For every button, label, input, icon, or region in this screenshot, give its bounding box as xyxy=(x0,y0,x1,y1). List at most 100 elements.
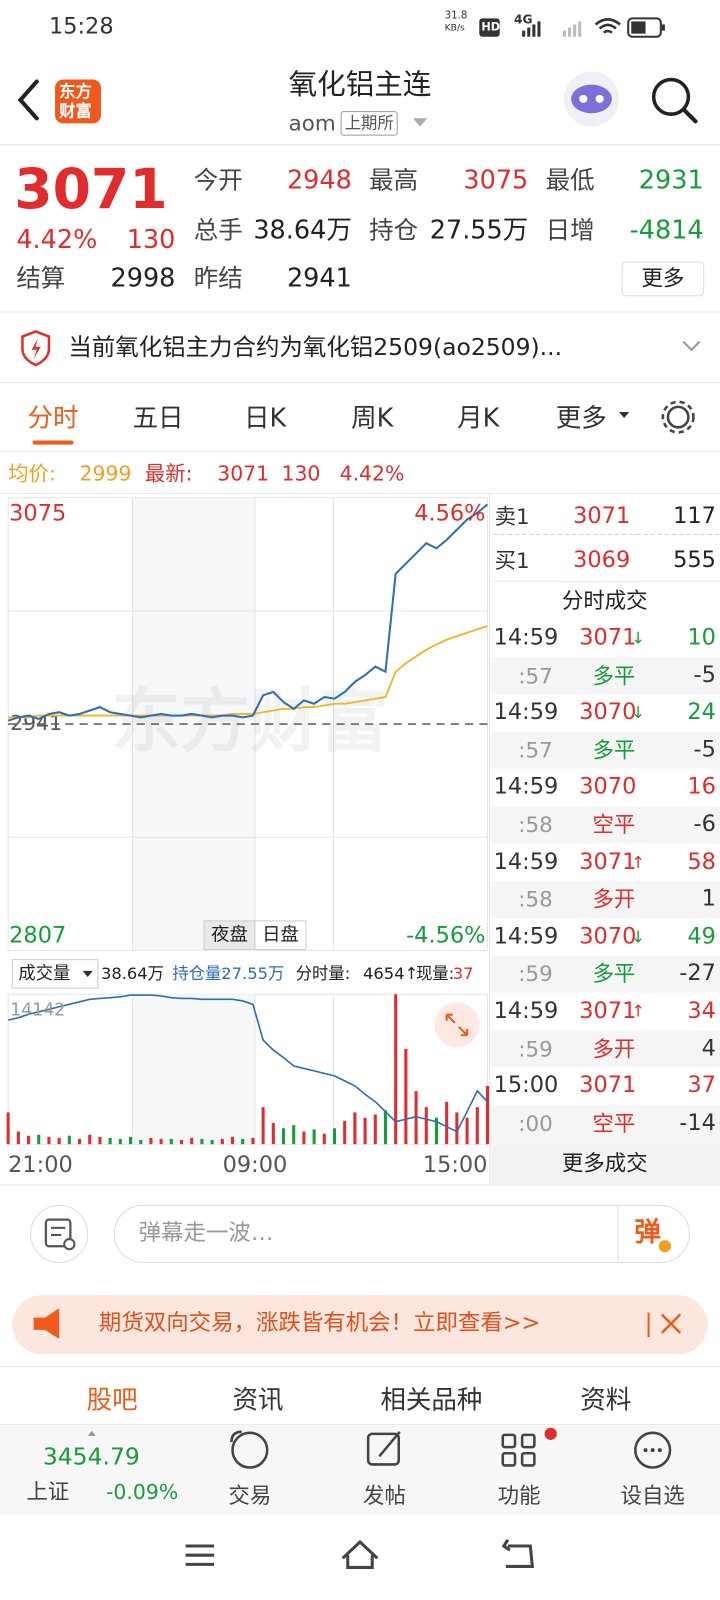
comment-input[interactable] xyxy=(113,1204,690,1264)
trade-time: 14:59 xyxy=(493,774,559,800)
nav-item[interactable]: 功能 xyxy=(497,1483,541,1509)
trade-type: 多平 xyxy=(592,738,636,763)
volume-bar xyxy=(475,1107,479,1145)
contract-code: aom xyxy=(288,111,336,136)
comment-placeholder[interactable]: 弹幕走一波… xyxy=(138,1220,274,1247)
trade-row-bg xyxy=(490,955,720,993)
close-banner[interactable] xyxy=(660,1313,682,1334)
trade-direction: ↓ xyxy=(631,926,645,947)
trade-volume: -5 xyxy=(693,662,716,688)
trade-volume: 24 xyxy=(687,699,716,726)
volume-total: 38.64万 xyxy=(100,963,164,984)
more-trades[interactable]: 更多成交 xyxy=(561,1151,648,1176)
exchange-tag: 上期所 xyxy=(340,111,398,136)
trade-direction: ↑ xyxy=(631,852,645,872)
pct-label: 4.56% xyxy=(414,500,485,526)
more-button[interactable] xyxy=(621,261,705,297)
volume-bar xyxy=(281,1128,286,1145)
now-volume: 37 xyxy=(452,963,474,984)
session-label[interactable]: 日盘 xyxy=(262,923,299,946)
volume-bar xyxy=(434,1117,439,1145)
tab[interactable]: 周K xyxy=(351,402,394,433)
oi-label: 持仓量: xyxy=(172,963,227,984)
trade-price: 3070 xyxy=(579,699,637,726)
field-label: 今开 xyxy=(193,166,243,195)
tab[interactable]: 五日 xyxy=(132,402,184,433)
day-session-button[interactable] xyxy=(254,920,307,950)
index-name[interactable]: 上证 xyxy=(26,1479,70,1505)
nav-item[interactable]: 发帖 xyxy=(363,1483,406,1509)
content-tab[interactable]: 股吧 xyxy=(86,1384,138,1415)
banner-text[interactable]: 期货双向交易，涨跌皆有机会！立即查看>> xyxy=(98,1310,541,1336)
book-price: 3069 xyxy=(573,547,631,574)
trade-row-bg xyxy=(490,806,720,844)
back-button[interactable] xyxy=(17,79,39,121)
nav-item[interactable]: 交易 xyxy=(228,1483,272,1509)
settings-button[interactable] xyxy=(666,405,690,429)
content-tab[interactable]: 资讯 xyxy=(232,1384,284,1415)
field-value: 3075 xyxy=(463,165,529,195)
notice[interactable]: 当前氧化铝主力合约为氧化铝2509(ao2509)... xyxy=(68,334,563,362)
volume-bar xyxy=(363,1117,367,1145)
trade-time: :59 xyxy=(518,1036,553,1062)
trade-volume: -6 xyxy=(693,811,716,838)
search-button[interactable] xyxy=(651,77,691,117)
x-tick-label: 09:00 xyxy=(223,1152,288,1178)
book-side: 买1 xyxy=(494,548,530,574)
x-tick-label: 21:00 xyxy=(8,1152,73,1178)
volume-bar xyxy=(220,1138,224,1145)
trade-row-bg xyxy=(490,1030,720,1068)
volume-bar xyxy=(200,1138,204,1145)
volume-bar xyxy=(343,1120,347,1145)
trade-time: :57 xyxy=(518,738,553,763)
tab[interactable]: 日K xyxy=(244,402,287,433)
trades-title: 分时成交 xyxy=(561,588,648,613)
field-label: 日增 xyxy=(545,216,595,245)
book-volume: 117 xyxy=(673,503,716,530)
hd-icon xyxy=(479,18,500,37)
volume-bar xyxy=(414,1091,418,1145)
comment-send[interactable]: 弹 xyxy=(634,1217,661,1249)
clock: 15:28 xyxy=(48,14,114,40)
volume-bar xyxy=(47,1136,51,1145)
content-tab[interactable]: 资料 xyxy=(580,1384,632,1415)
trade-row-bg xyxy=(490,657,720,695)
x-tick-label: 15:00 xyxy=(423,1152,488,1178)
volume-bar xyxy=(129,1136,133,1145)
net-unit: KB/s xyxy=(444,23,465,34)
volume-bar xyxy=(302,1131,306,1145)
volume-bar xyxy=(169,1138,173,1145)
trade-price: 3071 xyxy=(579,625,637,651)
volume-bar xyxy=(292,1125,296,1145)
tab[interactable]: 月K xyxy=(457,402,500,433)
volume-bar xyxy=(353,1112,357,1145)
net-speed: 31.8 xyxy=(444,10,468,22)
nav-item[interactable]: 设自选 xyxy=(620,1483,685,1509)
indicator-selector[interactable] xyxy=(11,959,99,989)
field-value: 2941 xyxy=(286,263,352,293)
indicator-label[interactable]: 成交量 xyxy=(18,963,71,985)
session-label[interactable]: 夜盘 xyxy=(211,923,248,946)
avg-price: 2999 xyxy=(79,460,132,486)
index-change[interactable]: -0.09% xyxy=(106,1479,179,1505)
promo-banner[interactable] xyxy=(12,1295,708,1355)
tab[interactable]: 分时 xyxy=(27,402,79,433)
tick-volume: 4654↑ xyxy=(363,963,419,984)
field-value: 2948 xyxy=(286,165,352,195)
volume-bar xyxy=(455,1112,459,1145)
volume-bar xyxy=(57,1137,61,1145)
expand-button[interactable] xyxy=(434,1002,480,1048)
volume-bar xyxy=(230,1136,235,1145)
tab[interactable]: 更多 xyxy=(555,402,607,433)
trade-time: :00 xyxy=(518,1111,553,1136)
index-value[interactable]: 3454.79 xyxy=(42,1444,140,1471)
trade-time: :58 xyxy=(518,812,553,838)
volume-bar xyxy=(190,1137,194,1145)
logo xyxy=(55,79,101,124)
field-value: 2998 xyxy=(110,263,176,293)
content-tab[interactable]: 相关品种 xyxy=(380,1384,483,1415)
book-volume: 555 xyxy=(673,547,716,574)
more-label[interactable]: 更多 xyxy=(641,266,685,291)
volume-bar xyxy=(241,1138,245,1145)
